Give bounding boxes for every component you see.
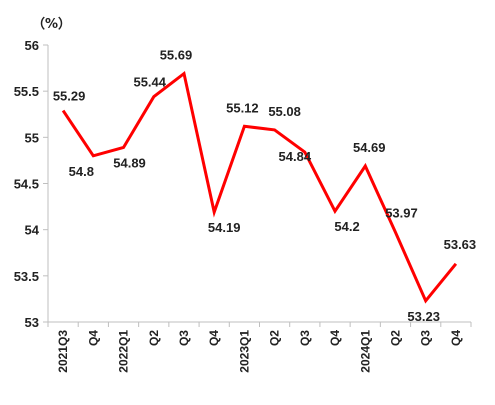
chart-axes xyxy=(47,45,471,323)
data-label: 54.8 xyxy=(69,164,94,179)
y-tick-label: 53.5 xyxy=(14,269,39,284)
data-label: 53.97 xyxy=(385,205,418,220)
x-tick-label: Q2 xyxy=(388,330,402,346)
data-label: 54.69 xyxy=(353,140,386,155)
data-label: 54.2 xyxy=(334,219,359,234)
y-tick-label: 55.5 xyxy=(14,84,39,99)
series-group xyxy=(61,70,458,304)
data-label: 54.84 xyxy=(279,149,312,164)
x-tick-label: 2023Q1 xyxy=(237,330,251,373)
x-tick-label: Q4 xyxy=(449,330,463,346)
y-tick-label: 54.5 xyxy=(14,177,39,192)
series-line xyxy=(61,70,458,304)
x-tick-label: Q3 xyxy=(177,330,191,346)
y-tick-label: 53 xyxy=(25,315,39,330)
x-tick-label: Q4 xyxy=(86,330,100,346)
x-tick-label: 2021Q3 xyxy=(56,330,70,373)
x-tick-label: Q4 xyxy=(328,330,342,346)
data-label: 55.44 xyxy=(133,75,166,90)
y-axis-ticks: 53 53.5 54 54.5 55 55.5 56 xyxy=(14,38,48,330)
y-unit-label: （%） xyxy=(32,17,72,32)
x-tick-label: 2024Q1 xyxy=(358,330,372,373)
x-axis-ticks: 2021Q3 Q4 2022Q1 Q2 Q3 Q4 2023Q1 Q2 Q3 Q4 2024Q1 Q2… xyxy=(47,322,472,373)
x-tick-label: Q4 xyxy=(207,330,221,346)
y-tick-label: 56 xyxy=(25,38,39,53)
x-tick-label: Q3 xyxy=(298,330,312,346)
x-tick-label: Q2 xyxy=(147,330,161,346)
data-labels: 55.29 54.8 54.89 55.44 55.69 54.19 55.12 55.08 5… xyxy=(53,48,476,324)
data-label: 55.12 xyxy=(226,100,259,115)
x-tick-label: Q2 xyxy=(268,330,282,346)
data-label: 53.63 xyxy=(444,237,477,252)
data-label: 55.29 xyxy=(53,89,86,104)
x-tick-label: Q3 xyxy=(419,330,433,346)
data-label: 54.89 xyxy=(113,155,146,170)
data-label: 53.23 xyxy=(407,309,440,324)
data-label: 54.19 xyxy=(208,220,241,235)
data-label: 55.69 xyxy=(160,48,193,63)
data-label: 55.08 xyxy=(268,104,301,119)
x-tick-label: 2022Q1 xyxy=(117,330,131,373)
y-tick-label: 55 xyxy=(25,130,39,145)
y-tick-label: 54 xyxy=(25,223,40,238)
